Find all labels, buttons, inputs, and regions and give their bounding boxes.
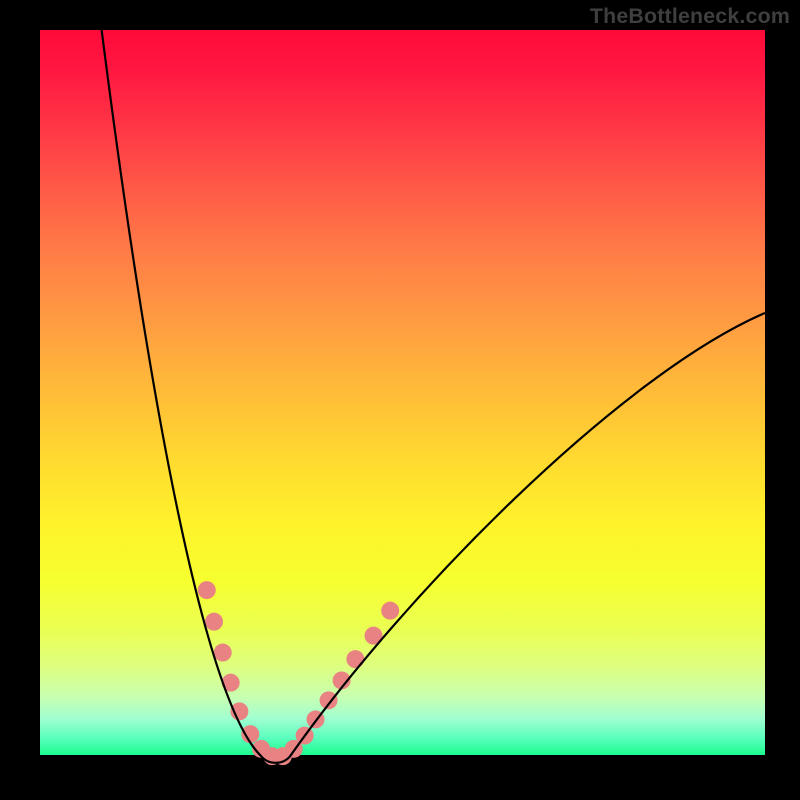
- marker-point: [381, 602, 399, 620]
- marker-group: [198, 581, 399, 765]
- marker-point: [214, 644, 232, 662]
- watermark-text: TheBottleneck.com: [590, 4, 790, 29]
- bottleneck-curve-layer: [40, 30, 765, 765]
- plot-area: [40, 30, 765, 765]
- marker-point: [198, 581, 216, 599]
- marker-point: [320, 691, 338, 709]
- marker-point: [346, 650, 364, 668]
- figure-stage: TheBottleneck.com: [0, 0, 800, 800]
- marker-point: [205, 613, 223, 631]
- bottleneck-curve: [102, 30, 765, 763]
